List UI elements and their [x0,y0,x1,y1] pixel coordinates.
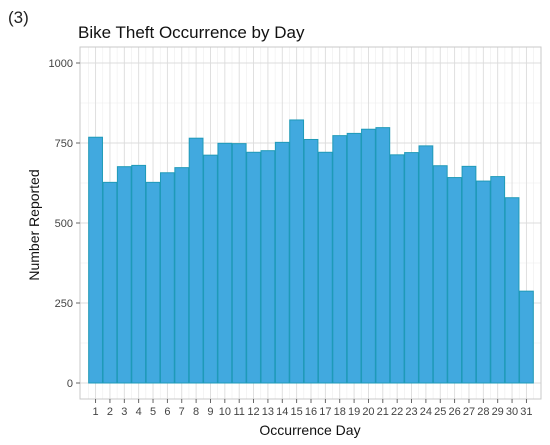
chart-title: Bike Theft Occurrence by Day [78,23,305,42]
y-tick-label: 0 [67,378,73,390]
bar-day-16 [303,138,319,384]
x-tick-label: 30 [506,406,518,418]
y-axis: 0 250 500 750 1000 [49,58,80,390]
x-tick-label: 12 [247,406,259,418]
x-tick-label: 17 [319,406,331,418]
x-tick-label: 2 [107,406,113,418]
bar-day-7 [174,167,190,384]
bar-day-31 [519,290,534,384]
bar-day-2 [102,181,118,384]
bar-day-14 [274,141,290,384]
x-tick-label: 11 [233,406,244,418]
x-tick-label: 22 [391,406,403,418]
bar-day-13 [260,150,276,384]
bar-day-24 [418,145,434,384]
panel-label: (3) [8,8,29,27]
bar-day-23 [404,152,419,384]
x-tick-label: 25 [434,406,446,418]
x-tick-label: 6 [164,406,170,418]
x-tick-label: 24 [420,406,432,418]
y-tick-label: 500 [55,218,73,230]
x-tick-label: 10 [219,406,231,418]
bar-day-9 [203,154,218,384]
bar-day-19 [346,132,362,384]
x-tick-label: 29 [492,406,504,418]
y-axis-title: Number Reported [26,169,42,280]
x-tick-label: 20 [362,406,374,418]
bar-day-11 [231,143,247,384]
x-axis-title: Occurrence Day [259,422,360,438]
bar-day-10 [217,142,233,384]
x-tick-label: 21 [377,406,389,418]
x-tick-label: 18 [334,406,346,418]
bar-day-30 [504,197,520,384]
bar-day-25 [432,165,448,384]
bar-day-29 [490,176,506,384]
bar-day-18 [332,135,348,384]
x-tick-label: 14 [276,406,288,418]
bar-day-4 [131,164,147,384]
bar-day-21 [375,127,391,384]
x-tick-label: 7 [179,406,185,418]
x-axis: 1 2 3 4 5 6 7 8 9 10 11 12 13 14 15 16 17 18 19 20 21 22 23 24 2… [93,399,533,418]
bar-day-15 [289,119,305,384]
bar-day-28 [475,180,491,384]
bar-day-17 [317,151,333,384]
bar-day-12 [246,151,261,384]
x-tick-label: 4 [136,406,142,418]
bars [88,119,534,384]
bar-day-6 [159,172,175,384]
bar-day-22 [389,154,405,384]
y-tick-label: 1000 [49,58,73,70]
y-tick-label: 750 [55,138,73,150]
bar-day-1 [88,136,103,384]
bar-day-3 [116,166,132,384]
bar-day-8 [188,137,204,384]
x-tick-label: 23 [405,406,417,418]
x-tick-label: 31 [520,406,532,418]
x-tick-label: 27 [463,406,475,418]
x-tick-label: 5 [150,406,156,418]
bar-day-26 [447,177,463,384]
x-tick-label: 8 [193,406,199,418]
x-tick-label: 13 [262,406,274,418]
bar-day-20 [361,128,376,384]
x-tick-label: 19 [348,406,360,418]
x-tick-label: 3 [121,406,127,418]
x-tick-label: 15 [291,406,303,418]
x-tick-label: 9 [207,406,213,418]
bar-day-5 [145,181,161,384]
x-tick-label: 16 [305,406,317,418]
bar-day-27 [461,165,477,384]
x-tick-label: 28 [477,406,489,418]
x-tick-label: 26 [448,406,460,418]
y-tick-label: 250 [55,298,73,310]
x-tick-label: 1 [93,406,99,418]
